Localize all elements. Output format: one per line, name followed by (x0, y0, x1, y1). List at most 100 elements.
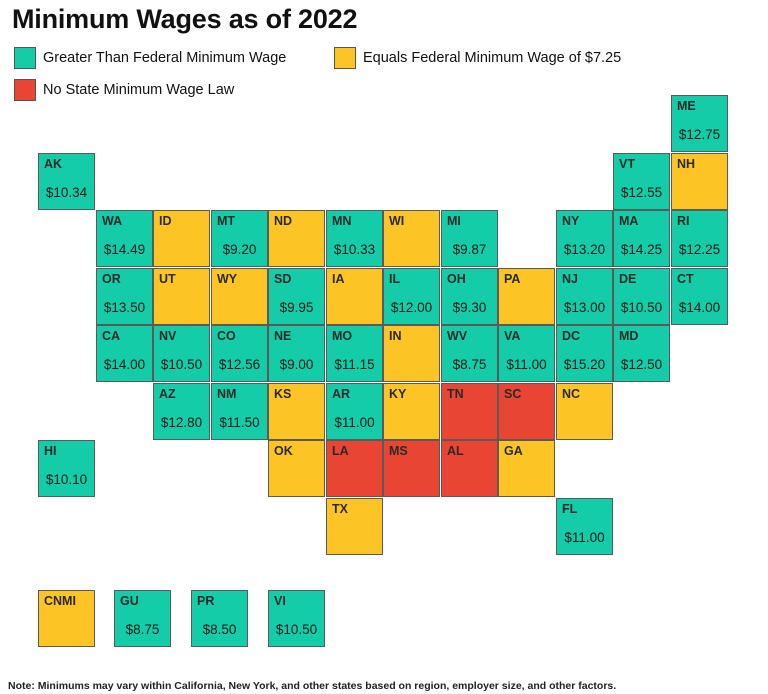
tile-abbr: ND (274, 214, 293, 228)
tile-wage: $10.10 (45, 472, 88, 487)
tile-wage: $8.75 (452, 357, 487, 372)
tile-wi: WI (383, 210, 440, 267)
tile-wage: $9.87 (452, 242, 487, 257)
legend-swatch-equals (334, 47, 356, 69)
tile-wage: $11.00 (506, 357, 547, 372)
tile-wage: $11.00 (564, 530, 605, 545)
tile-wage: $14.00 (678, 300, 721, 315)
tile-abbr: NJ (562, 272, 578, 286)
tile-wage: $11.00 (334, 415, 375, 430)
tile-pr: PR $8.50 (191, 590, 248, 647)
tile-ca: CA $14.00 (96, 325, 153, 382)
tile-abbr: ID (159, 214, 172, 228)
tile-abbr: WV (447, 329, 468, 343)
tile-wage: $13.50 (103, 300, 146, 315)
tile-nv: NV $10.50 (153, 325, 210, 382)
tile-tx: TX (326, 498, 383, 555)
tile-il: IL $12.00 (383, 268, 440, 325)
tile-ct: CT $14.00 (671, 268, 728, 325)
tile-wage: $10.50 (160, 357, 203, 372)
tile-abbr: VA (504, 329, 521, 343)
tile-abbr: VI (274, 594, 286, 608)
tile-hi: HI $10.10 (38, 440, 95, 497)
tile-abbr: SD (274, 272, 292, 286)
tile-mi: MI $9.87 (441, 210, 498, 267)
legend-swatch-greater (14, 47, 36, 69)
tile-vt: VT $12.55 (613, 153, 670, 210)
tile-wage: $8.75 (125, 622, 160, 637)
tile-wage: $12.80 (160, 415, 203, 430)
tile-or: OR $13.50 (96, 268, 153, 325)
tile-abbr: OK (274, 444, 293, 458)
tile-abbr: MA (619, 214, 639, 228)
tile-wage: $11.50 (219, 415, 260, 430)
tile-abbr: CO (217, 329, 236, 343)
tile-abbr: WA (102, 214, 123, 228)
tile-ma: MA $14.25 (613, 210, 670, 267)
tile-abbr: NV (159, 329, 177, 343)
tile-wage: $14.25 (620, 242, 663, 257)
tile-wage: $9.00 (279, 357, 314, 372)
tile-ia: IA (326, 268, 383, 325)
tile-abbr: NM (217, 387, 237, 401)
tile-abbr: MN (332, 214, 352, 228)
tile-abbr: TN (447, 387, 464, 401)
tile-va: VA $11.00 (498, 325, 555, 382)
legend-item-equals: Equals Federal Minimum Wage of $7.25 (334, 46, 621, 70)
tile-abbr: HI (44, 444, 57, 458)
tile-ri: RI $12.25 (671, 210, 728, 267)
tile-wage: $12.55 (620, 185, 663, 200)
tile-fl: FL $11.00 (556, 498, 613, 555)
tile-abbr: CT (677, 272, 694, 286)
tile-abbr: NY (562, 214, 580, 228)
tile-wage: $12.25 (678, 242, 721, 257)
tile-abbr: MS (389, 444, 408, 458)
tile-wage: $13.00 (563, 300, 606, 315)
tile-ut: UT (153, 268, 210, 325)
tile-abbr: NE (274, 329, 292, 343)
tile-abbr: NC (562, 387, 581, 401)
tile-wage: $15.20 (563, 357, 606, 372)
tile-abbr: OH (447, 272, 466, 286)
tile-abbr: PR (197, 594, 215, 608)
tile-abbr: KS (274, 387, 292, 401)
tile-mt: MT $9.20 (211, 210, 268, 267)
tile-ar: AR $11.00 (326, 383, 383, 440)
tile-abbr: IN (389, 329, 402, 343)
tile-mo: MO $11.15 (326, 325, 383, 382)
tile-abbr: GU (120, 594, 139, 608)
legend-label-none: No State Minimum Wage Law (43, 82, 235, 98)
legend-swatch-none (14, 79, 36, 101)
tile-cnmi: CNMI (38, 590, 95, 647)
tile-wage: $12.56 (218, 357, 261, 372)
tile-wage: $8.50 (202, 622, 237, 637)
tile-nj: NJ $13.00 (556, 268, 613, 325)
tile-wage: $10.34 (45, 185, 88, 200)
tile-vi: VI $10.50 (268, 590, 325, 647)
tile-md: MD $12.50 (613, 325, 670, 382)
tile-la: LA (326, 440, 383, 497)
footnote: Note: Minimums may vary within Californi… (8, 680, 617, 692)
tile-ny: NY $13.20 (556, 210, 613, 267)
tile-tn: TN (441, 383, 498, 440)
tile-abbr: MD (619, 329, 639, 343)
tile-co: CO $12.56 (211, 325, 268, 382)
tile-id: ID (153, 210, 210, 267)
tile-abbr: AZ (159, 387, 176, 401)
tile-de: DE $10.50 (613, 268, 670, 325)
tile-abbr: AL (447, 444, 464, 458)
tile-gu: GU $8.75 (114, 590, 171, 647)
tile-wage: $9.30 (452, 300, 487, 315)
tile-abbr: NH (677, 157, 696, 171)
tile-ks: KS (268, 383, 325, 440)
tile-abbr: DE (619, 272, 637, 286)
tile-abbr: ME (677, 99, 696, 113)
tile-wage: $10.50 (620, 300, 663, 315)
tile-pa: PA (498, 268, 555, 325)
tile-abbr: MI (447, 214, 461, 228)
tile-sc: SC (498, 383, 555, 440)
tile-abbr: PA (504, 272, 521, 286)
tile-abbr: AR (332, 387, 351, 401)
tile-abbr: IL (389, 272, 401, 286)
map-title: Minimum Wages as of 2022 (12, 4, 358, 34)
